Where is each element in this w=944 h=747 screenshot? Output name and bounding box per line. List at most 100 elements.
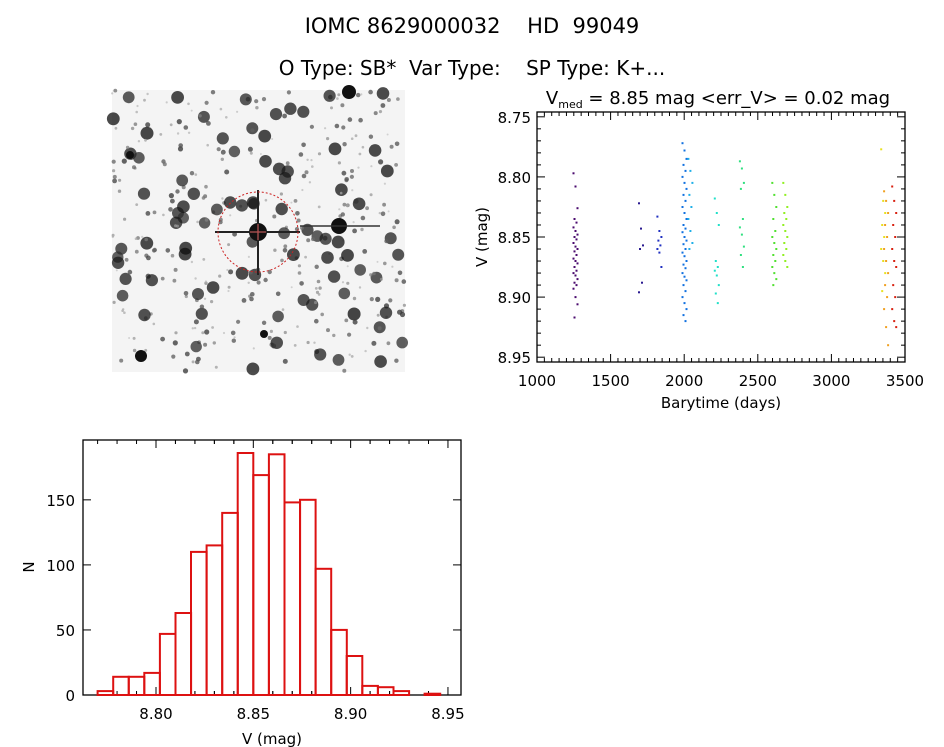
star xyxy=(111,256,125,269)
data-point xyxy=(689,230,692,232)
star xyxy=(267,335,272,340)
star xyxy=(195,307,208,320)
star xyxy=(222,331,226,335)
data-point xyxy=(682,243,685,246)
star xyxy=(352,296,357,301)
histogram-axes-frame xyxy=(82,439,462,696)
star xyxy=(123,311,126,315)
star xyxy=(396,336,409,349)
star xyxy=(264,198,268,202)
data-point xyxy=(688,248,691,250)
star xyxy=(271,138,274,140)
star xyxy=(198,114,202,118)
data-point xyxy=(892,224,895,226)
star xyxy=(269,108,283,121)
data-point xyxy=(682,263,685,266)
data-point xyxy=(884,272,887,275)
star xyxy=(176,119,182,125)
data-point xyxy=(741,218,744,220)
star xyxy=(306,340,310,345)
star xyxy=(247,255,250,258)
data-point xyxy=(772,254,775,256)
star xyxy=(402,303,406,307)
star xyxy=(259,153,262,155)
data-point xyxy=(681,142,684,145)
star xyxy=(394,141,400,147)
data-point xyxy=(771,181,774,184)
star xyxy=(174,331,178,335)
star xyxy=(380,103,386,108)
data-point xyxy=(684,199,687,202)
histogram-bar xyxy=(299,498,317,696)
star xyxy=(375,296,381,302)
star xyxy=(339,191,343,195)
data-point xyxy=(573,218,576,220)
data-point xyxy=(784,193,787,196)
star xyxy=(144,138,147,142)
star xyxy=(116,289,129,302)
data-point xyxy=(785,248,788,250)
star xyxy=(241,298,247,303)
x-axis-label: Barytime (days) xyxy=(661,394,781,412)
data-point xyxy=(638,291,640,294)
data-point xyxy=(576,207,579,210)
data-point xyxy=(717,284,720,287)
star xyxy=(371,340,377,346)
data-point xyxy=(895,212,898,214)
star xyxy=(360,227,364,232)
star xyxy=(386,341,391,346)
star xyxy=(111,233,115,237)
star xyxy=(297,105,310,118)
star xyxy=(308,181,312,184)
star xyxy=(345,204,349,208)
star xyxy=(275,202,288,216)
star xyxy=(204,218,209,222)
star xyxy=(271,343,277,349)
data-point xyxy=(658,251,661,254)
star xyxy=(146,92,149,96)
star xyxy=(392,248,405,261)
y-axis-label: V (mag) xyxy=(473,207,491,267)
data-point xyxy=(642,244,644,247)
star xyxy=(176,224,179,228)
data-point xyxy=(640,227,642,230)
data-point xyxy=(715,274,718,277)
star xyxy=(313,341,316,344)
data-point xyxy=(887,344,890,347)
histogram-bar xyxy=(205,544,224,697)
data-point xyxy=(773,272,776,275)
star xyxy=(224,169,230,175)
star xyxy=(151,248,157,253)
star xyxy=(369,273,373,277)
x-tick-label: 8.85 xyxy=(237,705,270,723)
data-point xyxy=(782,181,785,184)
star xyxy=(246,362,260,376)
star xyxy=(145,211,151,216)
histogram-bar xyxy=(143,671,161,697)
star xyxy=(172,340,178,346)
star xyxy=(184,294,188,299)
data-point xyxy=(881,224,884,226)
data-point xyxy=(683,302,686,305)
star xyxy=(378,159,384,165)
histogram-bar xyxy=(252,474,270,696)
data-point xyxy=(684,290,687,293)
star xyxy=(233,336,236,339)
star xyxy=(290,286,293,289)
histogram-bar xyxy=(283,501,302,696)
star xyxy=(235,199,249,212)
star xyxy=(332,354,345,366)
star xyxy=(210,90,216,95)
star xyxy=(159,133,163,136)
data-point xyxy=(576,248,579,250)
star xyxy=(342,368,347,373)
data-point xyxy=(658,230,661,232)
star xyxy=(137,140,141,143)
star xyxy=(346,265,349,268)
star xyxy=(220,157,224,161)
star xyxy=(337,93,341,97)
star xyxy=(309,124,314,129)
star xyxy=(278,227,290,240)
data-point xyxy=(576,278,579,281)
star xyxy=(280,258,284,263)
